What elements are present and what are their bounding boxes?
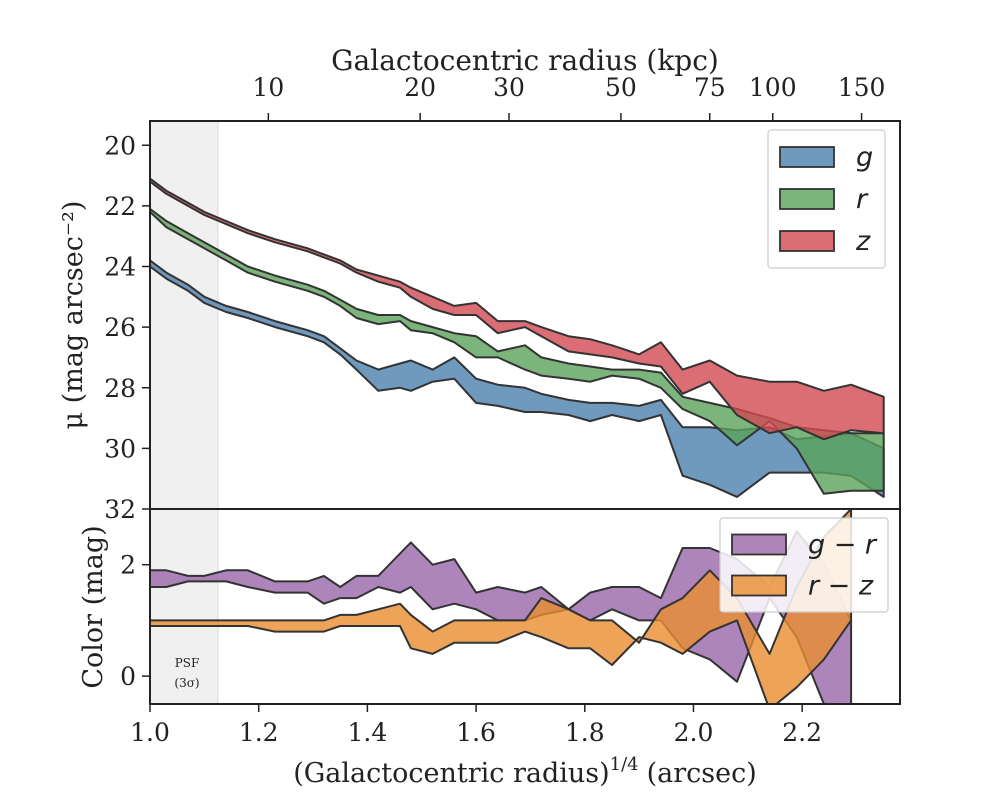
y-tick-label: 22 xyxy=(104,192,136,221)
psf-region xyxy=(149,120,219,510)
top-y-axis-label: μ (mag arcsec⁻²) xyxy=(58,201,89,430)
x-tick-label: 1.0 xyxy=(130,718,170,747)
x-tick-label: 2.0 xyxy=(674,718,714,747)
legend-swatch xyxy=(731,574,787,597)
bottom-legend: g − r r − z xyxy=(719,517,889,613)
band-gr-series xyxy=(150,530,853,704)
x-tick-label: 1.8 xyxy=(565,718,605,747)
x-label-base: (Galactocentric radius) xyxy=(293,758,609,789)
color-panel: 02 1.0 1.2 1.4 1.6 1.8 2.0 2.2 PSF (3σ) Color … xyxy=(78,508,901,789)
legend-label: r − z xyxy=(808,571,874,602)
bottom-x-axis-label: (Galactocentric radius)1/4 (arcsec) xyxy=(293,754,757,789)
top-y-axis: 20 22 24 26 28 30 32 xyxy=(104,131,150,524)
x-label-exponent: 1/4 xyxy=(610,754,639,775)
bottom-plot-frame xyxy=(149,508,901,705)
legend-label: r xyxy=(856,184,869,215)
psf-label: PSF xyxy=(175,656,200,670)
y-tick-label: 20 xyxy=(104,131,136,160)
legend-swatch xyxy=(779,188,835,210)
band-g-series xyxy=(150,259,885,498)
psf-sigma-label: (3σ) xyxy=(174,676,199,690)
top-x-axis-label: Galactocentric radius (kpc) xyxy=(331,44,719,77)
legend-label: z xyxy=(855,226,871,257)
surface-brightness-panel: 20 22 24 26 28 30 32 10 20 30 50 75 100 150 Galactoc… xyxy=(58,44,901,524)
legend-label: g − r xyxy=(808,530,878,561)
top-x-tick-label: 100 xyxy=(749,73,797,102)
x-tick-label: 1.4 xyxy=(348,718,388,747)
x-tick-label: 1.6 xyxy=(456,718,496,747)
x-label-unit: (arcsec) xyxy=(647,758,757,789)
y-tick-label: 28 xyxy=(104,374,136,403)
x-tick-label: 2.2 xyxy=(782,718,822,747)
y-tick-label: 26 xyxy=(104,313,136,342)
top-legend: grz xyxy=(767,129,886,269)
top-x-tick-label: 50 xyxy=(605,73,637,102)
bottom-y-axis: 02 xyxy=(120,551,150,691)
legend-swatch xyxy=(779,146,835,168)
band-rz-series xyxy=(150,509,853,704)
top-x-tick-label: 30 xyxy=(493,73,525,102)
y-tick-label: 24 xyxy=(104,253,136,282)
top-x-tick-label: 150 xyxy=(838,73,886,102)
y-tick-label: 0 xyxy=(120,662,136,691)
top-x-axis: 10 20 30 50 75 100 150 xyxy=(252,73,885,121)
top-x-tick-label: 75 xyxy=(694,73,726,102)
top-x-tick-label: 20 xyxy=(404,73,436,102)
legend-label: g xyxy=(856,142,873,173)
y-tick-label: 32 xyxy=(104,495,136,524)
y-tick-label: 30 xyxy=(104,434,136,463)
psf-region-lower xyxy=(149,508,219,705)
legend-swatch xyxy=(779,230,835,252)
bottom-y-axis-label: Color (mag) xyxy=(78,525,109,688)
band-z-series xyxy=(150,177,885,441)
x-tick-label: 1.2 xyxy=(239,718,279,747)
legend-swatch xyxy=(731,533,787,556)
y-tick-label: 2 xyxy=(120,551,136,580)
bottom-x-axis: 1.0 1.2 1.4 1.6 1.8 2.0 2.2 xyxy=(130,704,822,747)
top-x-tick-label: 10 xyxy=(252,73,284,102)
